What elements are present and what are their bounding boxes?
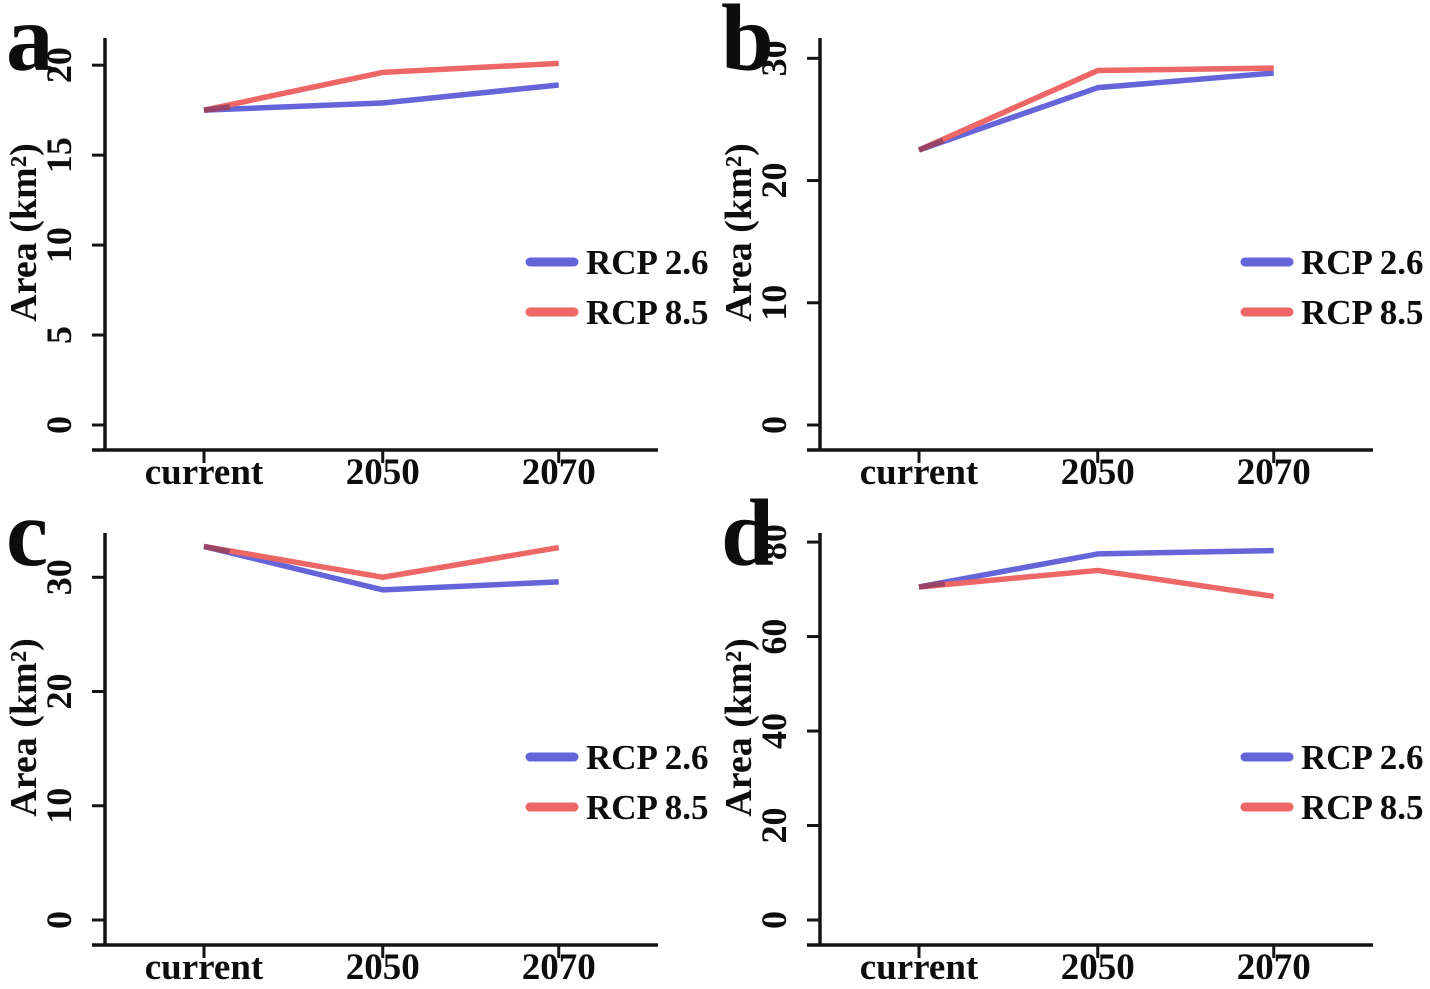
line-rcp-2-6: [918, 547, 1274, 590]
panel-a-chart: 0 5 10 15 20 current 2050 2070 Area (km²) a RCP 2.…: [3, 0, 709, 493]
x-tick-label: current: [145, 947, 264, 988]
y-axis-title: Area (km²): [718, 638, 760, 816]
legend-label-rcp-8-5: RCP 8.5: [1301, 788, 1424, 827]
x-tick-label: 2050: [1061, 947, 1135, 988]
line-rcp-8-5: [918, 567, 1275, 599]
y-tick-label: 30: [754, 40, 794, 76]
line-rcp-2-6: [918, 70, 1274, 153]
legend-label-rcp-2-6: RCP 2.6: [1301, 738, 1424, 777]
y-axis-title: Area (km²): [3, 638, 45, 816]
y-axis-title: Area (km²): [3, 143, 45, 321]
panel-b-chart: 0 10 20 30 current 2050 2070 Area (km²) b RCP 2.6…: [718, 0, 1424, 493]
y-tick-label: 0: [39, 911, 79, 929]
line-rcp-8-5: [917, 65, 1274, 153]
x-tick-label: current: [860, 947, 979, 988]
series-overlap-segment: [203, 543, 231, 554]
y-tick-label: 40: [754, 713, 794, 749]
y-tick-label: 10: [39, 787, 79, 823]
panel-letter: c: [6, 495, 48, 586]
legend-label-rcp-8-5: RCP 8.5: [1301, 293, 1424, 332]
series-overlap-segment: [203, 104, 231, 113]
y-tick-label: 10: [754, 285, 794, 321]
y-axis-title: Area (km²): [718, 143, 760, 321]
y-tick-label: 20: [39, 673, 79, 709]
y-tick-label: 0: [754, 911, 794, 929]
y-tick-label: 0: [754, 416, 794, 434]
legend-label-rcp-8-5: RCP 8.5: [586, 293, 709, 332]
x-tick-label: current: [145, 452, 264, 493]
y-tick-label: 80: [754, 524, 794, 560]
legend-label-rcp-8-5: RCP 8.5: [586, 788, 709, 827]
x-tick-label: current: [860, 452, 979, 493]
y-tick-label: 60: [754, 618, 794, 654]
panel-letter: b: [721, 0, 774, 91]
legend-label-rcp-2-6: RCP 2.6: [1301, 243, 1424, 282]
y-tick-label: 5: [39, 326, 79, 344]
series-overlap-segment: [917, 137, 945, 153]
y-tick-label: 20: [754, 807, 794, 843]
y-tick-label: 15: [39, 137, 79, 173]
legend-label-rcp-2-6: RCP 2.6: [586, 738, 709, 777]
panel-a: 0 5 10 15 20 current 2050 2070 Area (km²) a RCP 2.…: [0, 0, 715, 495]
series-overlap-segment: [918, 580, 946, 590]
y-tick-label: 10: [39, 227, 79, 263]
panel-d: 0 20 40 60 80 current 2050 2070 Area (km²) d RCP 2…: [715, 495, 1430, 989]
panel-d-chart: 0 20 40 60 80 current 2050 2070 Area (km²) d RCP 2…: [718, 495, 1424, 988]
panel-letter: d: [721, 495, 774, 586]
x-tick-label: 2050: [346, 452, 420, 493]
y-tick-label: 0: [39, 416, 79, 434]
legend-label-rcp-2-6: RCP 2.6: [586, 243, 709, 282]
line-rcp-8-5: [203, 543, 560, 580]
x-tick-label: 2070: [1237, 452, 1311, 493]
x-tick-label: 2070: [522, 947, 596, 988]
y-tick-label: 30: [39, 559, 79, 595]
line-rcp-8-5: [203, 60, 559, 113]
line-rcp-2-6: [203, 543, 559, 593]
x-tick-label: 2070: [1237, 947, 1311, 988]
line-rcp-2-6: [203, 82, 560, 113]
panel-b: 0 10 20 30 current 2050 2070 Area (km²) b RCP 2.6…: [715, 0, 1430, 495]
x-tick-label: 2050: [1061, 452, 1135, 493]
y-tick-label: 20: [754, 163, 794, 199]
panel-letter: a: [6, 0, 54, 91]
panel-c-chart: 0 10 20 30 current 2050 2070 Area (km²) c RCP 2.6…: [3, 495, 709, 988]
panel-c: 0 10 20 30 current 2050 2070 Area (km²) c RCP 2.6…: [0, 495, 715, 989]
y-tick-label: 20: [39, 47, 79, 83]
x-tick-label: 2050: [346, 947, 420, 988]
x-tick-label: 2070: [522, 452, 596, 493]
